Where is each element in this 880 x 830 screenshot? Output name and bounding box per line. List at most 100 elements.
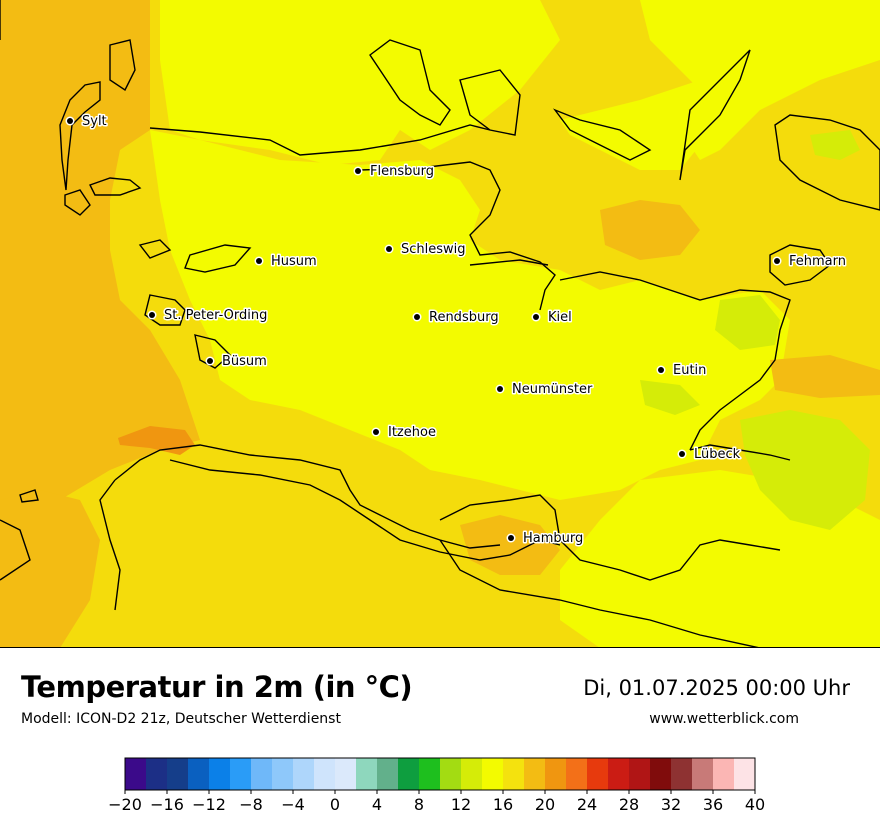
color-scale-box bbox=[608, 758, 630, 790]
map-title: Temperatur in 2m (in °C) bbox=[21, 670, 413, 704]
color-scale-box bbox=[461, 758, 483, 790]
city-label: Itzehoe bbox=[388, 425, 436, 440]
color-scale-tick-label: −16 bbox=[150, 795, 184, 814]
city-marker: Lübeck bbox=[677, 446, 742, 464]
city-label: Hamburg bbox=[523, 531, 583, 546]
temp-field-northeast bbox=[640, 0, 880, 160]
temp-field-north-sea bbox=[0, 0, 200, 500]
city-label: Büsum bbox=[222, 354, 267, 369]
temp-field-cool-patch-1 bbox=[715, 295, 780, 350]
temp-field-warm-patch-2 bbox=[460, 515, 560, 575]
city-dot bbox=[533, 314, 539, 320]
color-scale-tick-label: 16 bbox=[493, 795, 513, 814]
model-info: Modell: ICON-D2 21z, Deutscher Wetterdie… bbox=[21, 711, 341, 727]
temp-field-cool-patch-2 bbox=[740, 410, 870, 530]
city-dot bbox=[386, 246, 392, 252]
color-scale-box bbox=[314, 758, 336, 790]
city-marker: Kiel bbox=[531, 309, 573, 327]
city-label: Eutin bbox=[673, 363, 706, 378]
color-scale-box bbox=[293, 758, 315, 790]
temp-field-central bbox=[150, 130, 790, 500]
color-scale-tick-label: 40 bbox=[745, 795, 765, 814]
city-label: Neumünster bbox=[512, 382, 593, 397]
coastlines bbox=[0, 0, 880, 647]
color-scale-ticks: −20 −16 −12 −8 −4 0 4 8 12 16 20 24 28 32 36 40 bbox=[108, 790, 765, 814]
color-scale: −20 −16 −12 −8 −4 0 4 8 12 16 20 24 28 32 36 40 bbox=[108, 757, 765, 814]
color-scale-tick-label: −4 bbox=[281, 795, 305, 814]
color-scale-box bbox=[692, 758, 714, 790]
color-scale-box bbox=[167, 758, 189, 790]
city-dot bbox=[497, 386, 503, 392]
color-scale-border bbox=[124, 757, 756, 791]
temp-field-north-inland bbox=[160, 0, 560, 165]
city-label: Rendsburg bbox=[429, 310, 499, 325]
color-scale-box bbox=[146, 758, 168, 790]
city-dot bbox=[256, 258, 262, 264]
temperature-map: Sylt Flensburg Schleswig Husum St. Peter-Ord… bbox=[0, 0, 880, 648]
color-scale-box bbox=[419, 758, 441, 790]
city-dot bbox=[658, 367, 664, 373]
color-scale-box bbox=[272, 758, 294, 790]
city-label: Kiel bbox=[548, 310, 572, 325]
color-scale-box bbox=[734, 758, 756, 790]
city-label: Husum bbox=[271, 254, 317, 269]
city-dot bbox=[414, 314, 420, 320]
color-scale-box bbox=[503, 758, 525, 790]
color-scale-box bbox=[566, 758, 588, 790]
city-dot bbox=[774, 258, 780, 264]
color-scale-box bbox=[125, 758, 147, 790]
city-label: Schleswig bbox=[401, 242, 466, 257]
color-scale-box bbox=[188, 758, 210, 790]
color-scale-box bbox=[650, 758, 672, 790]
color-scale-tick-label: 36 bbox=[703, 795, 723, 814]
color-scale-box bbox=[629, 758, 651, 790]
color-scale-tick-label: −8 bbox=[239, 795, 263, 814]
color-scale-tick-label: 4 bbox=[372, 795, 382, 814]
color-scale-box bbox=[209, 758, 231, 790]
city-marker: Schleswig bbox=[384, 241, 467, 259]
color-scale-box bbox=[251, 758, 273, 790]
city-label: Sylt bbox=[82, 114, 107, 129]
city-label: Lübeck bbox=[694, 447, 741, 462]
color-scale-tick-label: 28 bbox=[619, 795, 639, 814]
color-scale-box bbox=[713, 758, 735, 790]
color-scale-box bbox=[671, 758, 693, 790]
valid-datetime: Di, 01.07.2025 00:00 Uhr bbox=[583, 676, 850, 700]
city-dot bbox=[508, 535, 514, 541]
city-label: Fehmarn bbox=[789, 254, 846, 269]
temp-field-cool-patch-4 bbox=[640, 380, 700, 415]
color-scale-box bbox=[440, 758, 462, 790]
city-marker: St. Peter-Ording bbox=[147, 307, 269, 325]
city-marker: Sylt bbox=[65, 113, 108, 131]
temp-field-warm-patch-3 bbox=[770, 355, 880, 398]
temp-field-warm-patch-1 bbox=[600, 200, 700, 260]
city-label: St. Peter-Ording bbox=[164, 308, 267, 323]
color-scale-tick-label: 20 bbox=[535, 795, 555, 814]
city-dot bbox=[207, 358, 213, 364]
temp-field-cool-patch-3 bbox=[810, 130, 860, 160]
city-label: Flensburg bbox=[370, 164, 434, 179]
color-scale-tick-label: −20 bbox=[108, 795, 142, 814]
website-link[interactable]: www.wetterblick.com bbox=[649, 711, 799, 727]
city-dot bbox=[355, 168, 361, 174]
color-scale-box bbox=[587, 758, 609, 790]
color-scale-box bbox=[524, 758, 546, 790]
city-marker: Hamburg bbox=[506, 530, 585, 548]
color-scale-tick-label: 8 bbox=[414, 795, 424, 814]
city-dot bbox=[373, 429, 379, 435]
cities-layer: Sylt Flensburg Schleswig Husum St. Peter-Ord… bbox=[65, 113, 848, 548]
map-svg: Sylt Flensburg Schleswig Husum St. Peter-Ord… bbox=[0, 0, 880, 647]
color-scale-tick-label: 32 bbox=[661, 795, 681, 814]
color-scale-box bbox=[398, 758, 420, 790]
city-dot bbox=[67, 118, 73, 124]
city-marker: Rendsburg bbox=[412, 309, 500, 327]
city-marker: Husum bbox=[254, 253, 318, 271]
color-scale-tick-label: 0 bbox=[330, 795, 340, 814]
city-marker: Flensburg bbox=[353, 163, 435, 181]
city-dot bbox=[679, 451, 685, 457]
color-scale-box bbox=[482, 758, 504, 790]
color-scale-tick-label: 24 bbox=[577, 795, 597, 814]
color-scale-tick-label: −12 bbox=[192, 795, 226, 814]
city-marker: Eutin bbox=[656, 362, 708, 380]
city-marker: Büsum bbox=[205, 353, 268, 371]
